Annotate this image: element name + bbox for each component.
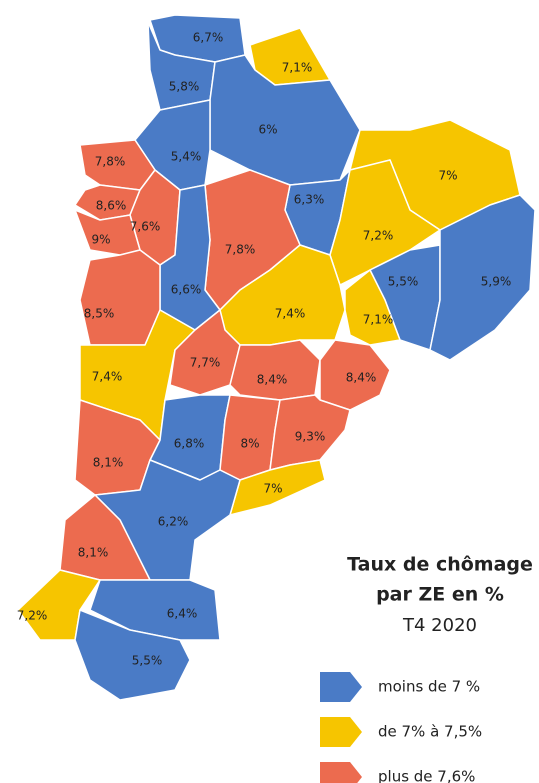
- zone-label: 8,6%: [96, 199, 127, 213]
- zone-label: 5,8%: [169, 80, 200, 94]
- zone: [79, 249, 161, 346]
- zones: [17, 14, 536, 701]
- zone: [229, 339, 321, 401]
- zone: [229, 459, 326, 516]
- zone-label: 7%: [263, 482, 282, 496]
- legend-label: moins de 7 %: [378, 678, 480, 696]
- zone-label: 7%: [438, 169, 457, 183]
- zone-label: 7,2%: [17, 609, 48, 623]
- zone-label: 6,7%: [193, 31, 224, 45]
- zone-label: 8,4%: [257, 373, 288, 387]
- zone-label: 7,8%: [95, 155, 126, 169]
- legend-label: de 7% à 7,5%: [378, 723, 482, 741]
- zone: [74, 609, 191, 701]
- zone: [89, 579, 221, 641]
- zone-label: 8,1%: [93, 456, 124, 470]
- legend-swatch: [320, 672, 362, 702]
- legend: moins de 7 % de 7% à 7,5% plus de 7,6%: [320, 672, 482, 783]
- zone-label: 8,1%: [78, 546, 109, 560]
- legend-subtitle: T4 2020: [402, 615, 477, 636]
- zone-label: 7,6%: [130, 220, 161, 234]
- legend-swatch: [320, 762, 362, 783]
- zone-label: 7,7%: [190, 356, 221, 370]
- zone-label: 5,5%: [132, 654, 163, 668]
- zone-label: 7,1%: [363, 313, 394, 327]
- zone: [269, 394, 351, 471]
- zone-label: 6,2%: [158, 515, 189, 529]
- zone-label: 7,4%: [92, 370, 123, 384]
- zone-label: 9,3%: [295, 430, 326, 444]
- zone-label: 9%: [91, 233, 110, 247]
- legend-swatch: [320, 717, 362, 747]
- legend-title: Taux de chômage: [347, 554, 533, 576]
- zone-label: 7,4%: [275, 307, 306, 321]
- zone-label: 7,1%: [282, 61, 313, 75]
- zone-label: 6,6%: [171, 283, 202, 297]
- zone-label: 8,5%: [84, 307, 115, 321]
- legend-title: par ZE en %: [376, 584, 504, 606]
- zone-label: 6,8%: [174, 437, 205, 451]
- zone-labels: 6,7% 7,1% 5,8% 6% 5,4% 7,8% 7% 8,6% 6,3% 7,6% 9% 7,…: [17, 31, 512, 668]
- zone-label: 6,4%: [167, 607, 198, 621]
- zone-label: 5,9%: [481, 275, 512, 289]
- zone-label: 6%: [258, 123, 277, 137]
- zone: [429, 194, 536, 361]
- zone-label: 7,8%: [225, 243, 256, 257]
- zone-label: 6,3%: [294, 193, 325, 207]
- zone-label: 8%: [240, 437, 259, 451]
- legend-label: plus de 7,6%: [378, 768, 475, 783]
- zone-label: 5,5%: [388, 275, 419, 289]
- zone-label: 8,4%: [346, 371, 377, 385]
- zone: [344, 269, 401, 346]
- zone-label: 5,4%: [171, 150, 202, 164]
- zone-label: 7,2%: [363, 229, 394, 243]
